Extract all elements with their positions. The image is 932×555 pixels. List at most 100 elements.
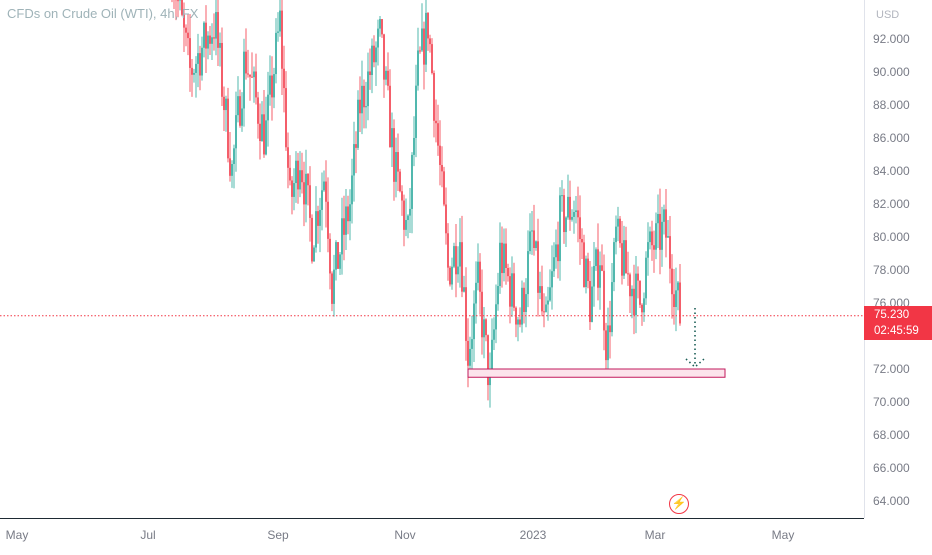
candle-body (199, 53, 201, 75)
candle-body (245, 52, 247, 74)
candle-body (283, 69, 285, 88)
candle-body (267, 95, 269, 121)
candle-body (239, 96, 241, 126)
candle-body (363, 86, 365, 107)
candle-body (505, 244, 507, 268)
candle-body (621, 243, 623, 275)
candle-body (485, 319, 487, 335)
candle-body (277, 31, 279, 32)
candle-body (293, 183, 295, 197)
candle-body (549, 287, 551, 300)
candle-body (483, 319, 485, 337)
candle-body (513, 273, 515, 307)
candle-body (265, 120, 267, 154)
lightning-icon[interactable]: ⚡ (669, 494, 689, 514)
candle-body (377, 29, 379, 48)
candle-body (349, 204, 351, 221)
candle-body (459, 242, 461, 266)
candle-body (617, 219, 619, 227)
candle-body (249, 75, 251, 77)
candle-body (333, 270, 335, 304)
candle-body (269, 76, 271, 95)
candle-body (393, 128, 395, 182)
candle-body (271, 76, 273, 98)
y-tick-label: 84.000 (873, 164, 910, 178)
candle-body (633, 289, 635, 315)
candle-body (403, 201, 405, 230)
candle-body (555, 244, 557, 257)
candle-body (641, 305, 643, 313)
candle-body (217, 12, 219, 48)
candle-body (303, 182, 305, 204)
candle-body (275, 33, 277, 74)
candle-body (331, 273, 333, 303)
candle-body (563, 195, 565, 232)
candle-body (453, 246, 455, 267)
candle-body (543, 311, 545, 312)
candle-body (533, 230, 535, 248)
candle-body (439, 146, 441, 165)
candle-body (189, 38, 191, 68)
y-tick-label: 66.000 (873, 461, 910, 475)
candle-body (613, 242, 615, 282)
candle-body (619, 219, 621, 243)
candle-body (523, 288, 525, 312)
candle-body (231, 164, 233, 176)
candle-body (575, 210, 577, 212)
candle-body (649, 231, 651, 242)
candle-body (559, 195, 561, 261)
candle-body (317, 211, 319, 226)
symbol-title: CFDs on Crude Oil (WTI), 4h, FX (7, 6, 198, 21)
candle-body (255, 72, 257, 98)
candle-body (461, 242, 463, 292)
candle-body (289, 168, 291, 181)
candle-body (401, 191, 403, 200)
candle-body (671, 269, 673, 295)
candle-body (261, 114, 263, 141)
candle-body (469, 349, 471, 366)
candle-body (205, 23, 207, 49)
candle-body (311, 218, 313, 262)
candle-body (525, 294, 527, 312)
candle-body (353, 144, 355, 175)
candle-body (603, 271, 605, 331)
candle-body (651, 231, 653, 245)
candle-body (355, 144, 357, 148)
candle-body (381, 19, 383, 34)
candle-body (185, 28, 187, 33)
candle-body (553, 257, 555, 271)
candle-body (309, 185, 311, 218)
candle-body (243, 52, 245, 109)
y-tick-label: 72.000 (873, 362, 910, 376)
candle-body (463, 287, 465, 291)
candle-body (499, 243, 501, 286)
candle-body (465, 287, 467, 341)
candle-body (177, 0, 179, 1)
candle-body (531, 230, 533, 231)
y-tick-label: 82.000 (873, 197, 910, 211)
candle-body (415, 86, 417, 138)
candle-body (365, 106, 367, 107)
candle-body (663, 209, 665, 221)
candle-body (387, 71, 389, 86)
candle-body (307, 174, 309, 185)
candle-body (411, 155, 413, 209)
candle-body (441, 165, 443, 171)
candle-body (373, 46, 375, 63)
candle-body (257, 97, 259, 123)
candle-body (201, 48, 203, 76)
candle-body (547, 301, 549, 305)
candle-body (191, 68, 193, 75)
candle-body (369, 71, 371, 75)
candle-body (235, 115, 237, 148)
candle-body (397, 152, 399, 172)
candle-body (467, 341, 469, 366)
candle-body (297, 161, 299, 190)
candle-body (345, 206, 347, 234)
x-tick-label: Mar (645, 528, 666, 542)
candle-body (569, 197, 571, 220)
y-tick-label: 78.000 (873, 263, 910, 277)
x-tick-label: May (772, 528, 795, 542)
